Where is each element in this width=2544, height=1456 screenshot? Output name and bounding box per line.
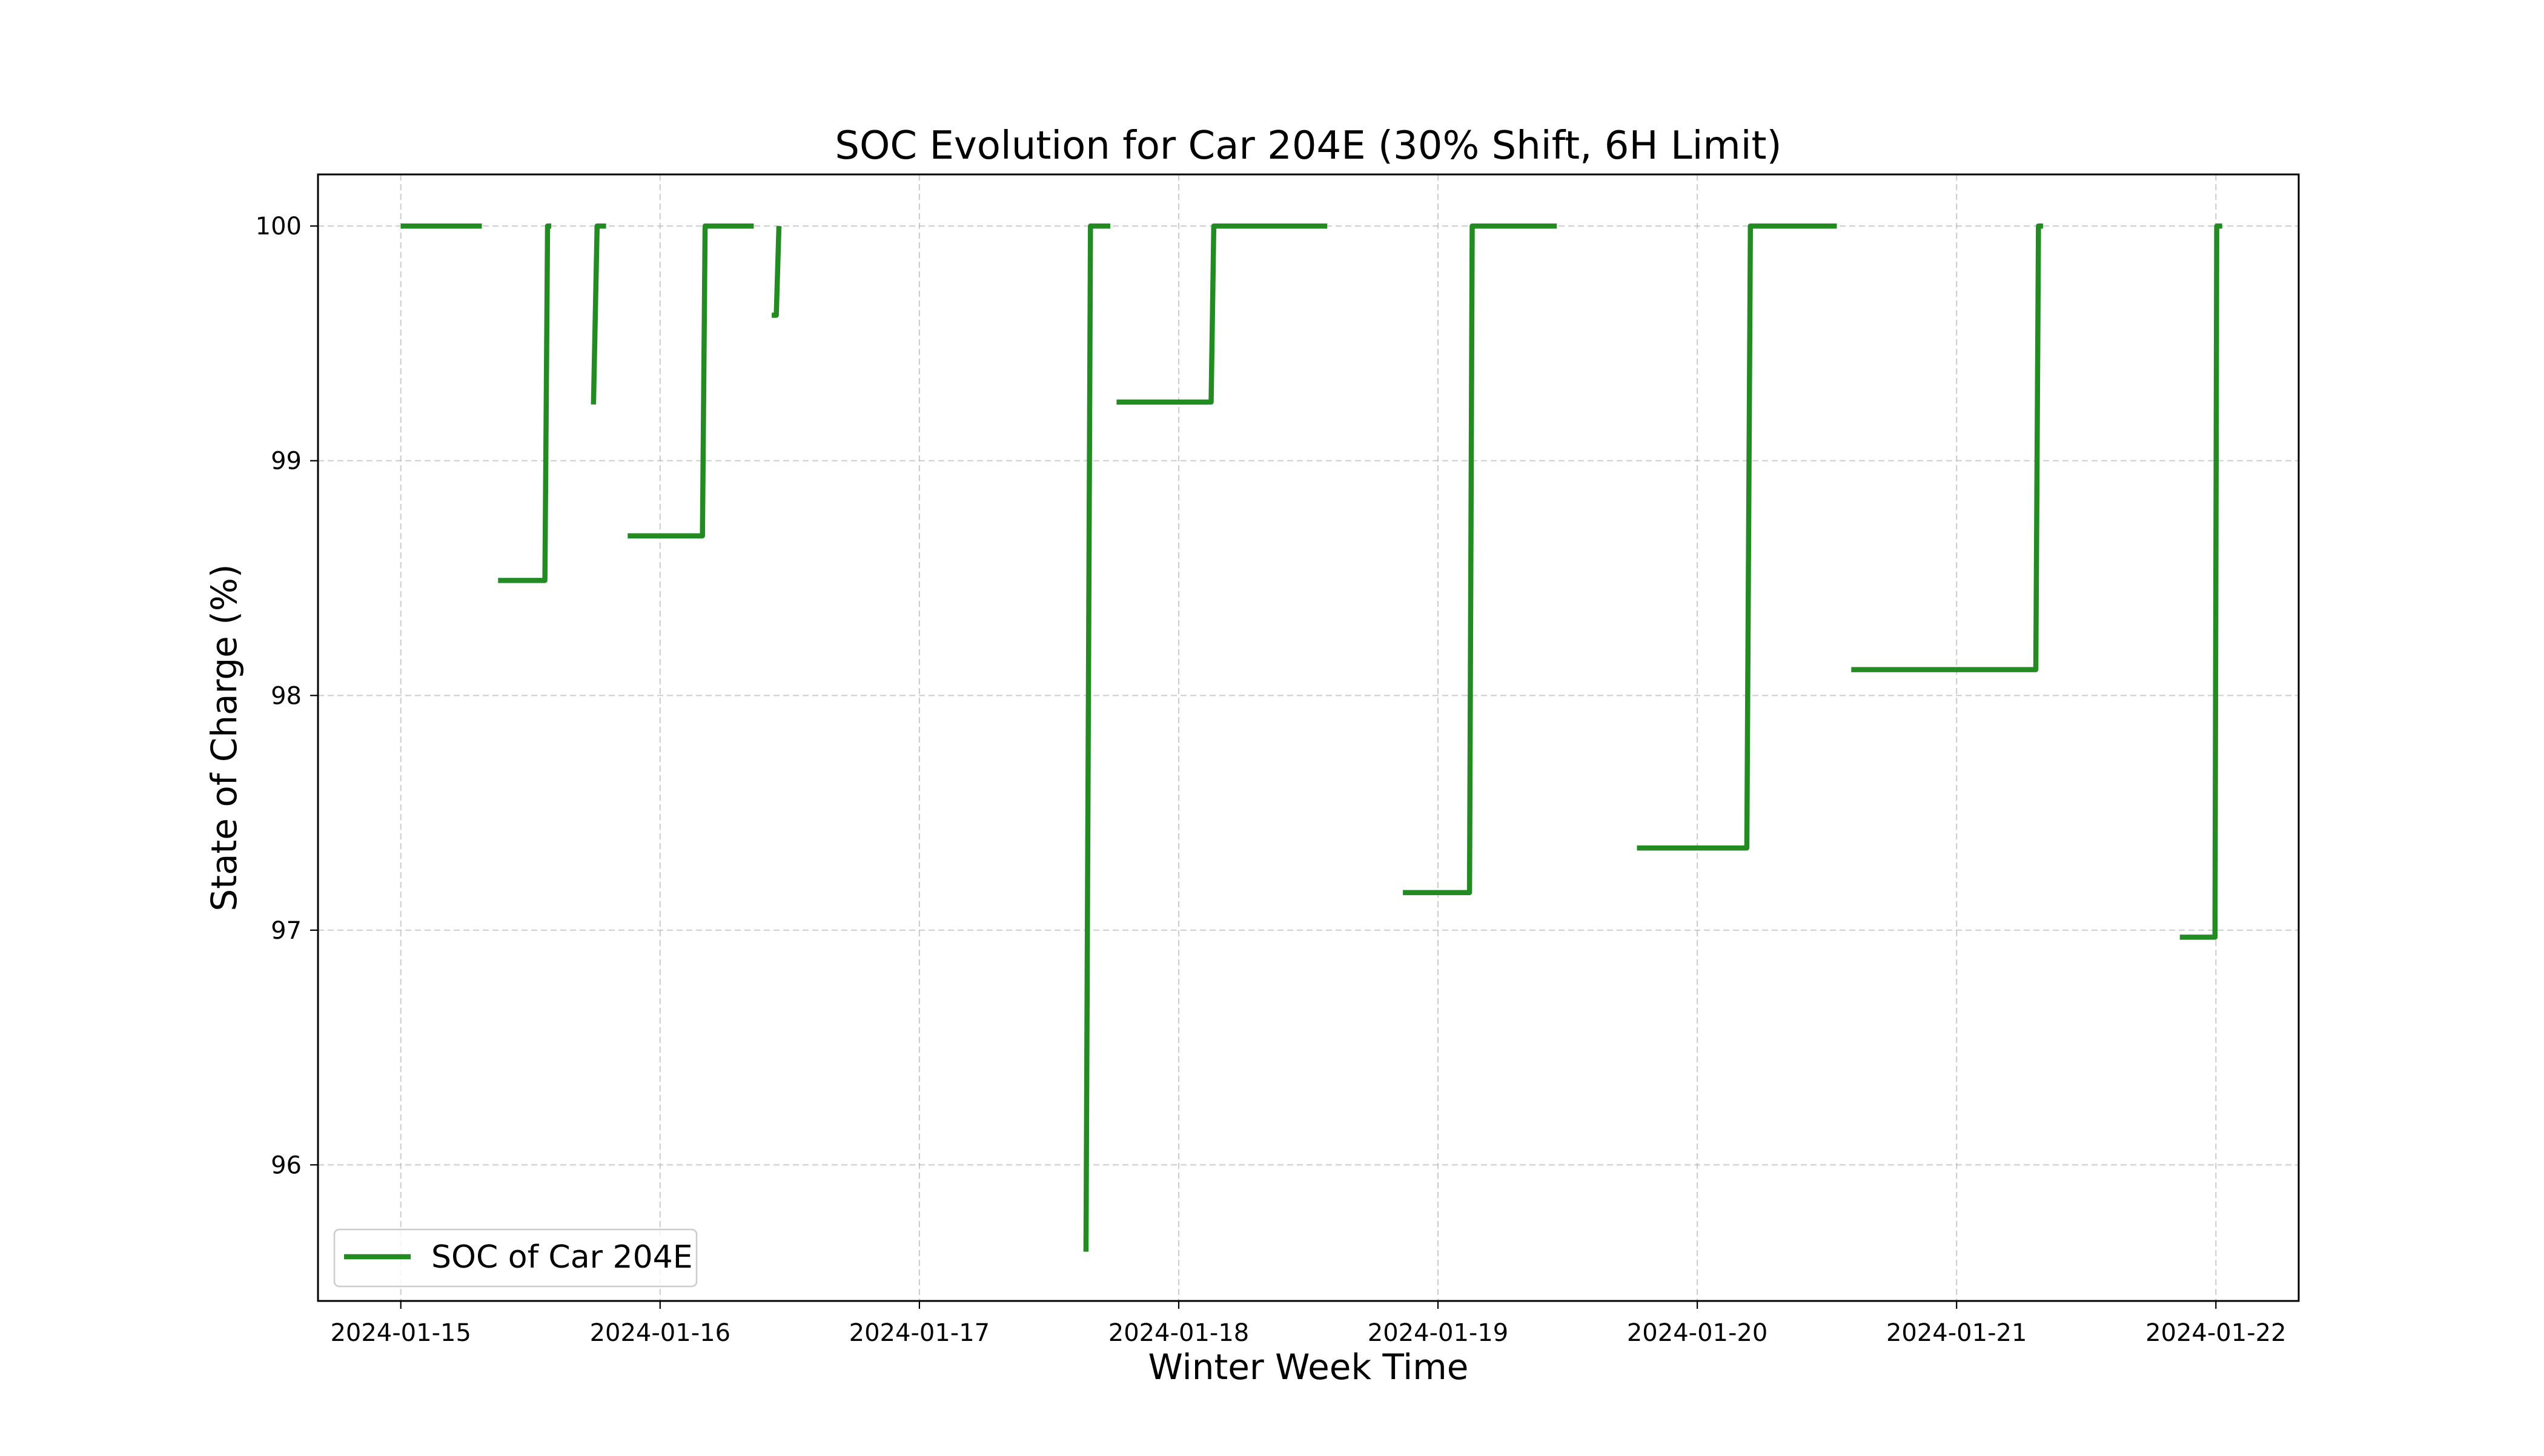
- x-tick-label: 2024-01-16: [590, 1319, 730, 1347]
- axis-ticks: 2024-01-15 2024-01-16 2024-01-17 2024-01-18…: [256, 213, 2287, 1347]
- soc-line-segment: [591, 223, 606, 405]
- x-tick-label: 2024-01-15: [330, 1319, 471, 1347]
- y-tick-label: 97: [271, 917, 302, 945]
- chart-title: SOC Evolution for Car 204E (30% Shift, 6…: [835, 124, 1781, 168]
- x-tick-label: 2024-01-19: [1368, 1319, 1508, 1347]
- x-axis-label: Winter Week Time: [1148, 1346, 1469, 1388]
- y-axis-label: State of Charge (%): [204, 564, 245, 911]
- y-tick-label: 98: [271, 682, 302, 710]
- soc-line-segment: [1851, 223, 2043, 672]
- x-tick-label: 2024-01-18: [1108, 1319, 1249, 1347]
- series-lines: [400, 223, 2222, 1252]
- soc-line-segment: [628, 223, 754, 538]
- y-tick-label: 96: [271, 1151, 302, 1179]
- soc-line-segment: [2179, 223, 2222, 940]
- soc-line-segment: [498, 223, 551, 583]
- x-tick-label: 2024-01-17: [849, 1319, 990, 1347]
- legend: SOC of Car 204E: [333, 1228, 698, 1288]
- y-tick-label: 100: [256, 213, 302, 240]
- soc-line-segment: [1403, 223, 1557, 896]
- plot-frame: [317, 173, 2300, 1302]
- soc-line-segment: [772, 226, 782, 318]
- x-tick-label: 2024-01-20: [1627, 1319, 1767, 1347]
- x-tick-label: 2024-01-22: [2145, 1319, 2286, 1347]
- soc-line-segment: [1116, 223, 1328, 405]
- soc-line-segment: [1083, 223, 1110, 1252]
- x-tick-label: 2024-01-21: [1886, 1319, 2027, 1347]
- soc-line-segment: [1637, 223, 1837, 851]
- y-tick-label: 99: [271, 448, 302, 475]
- legend-box: [333, 1228, 698, 1288]
- legend-label: SOC of Car 204E: [431, 1239, 693, 1276]
